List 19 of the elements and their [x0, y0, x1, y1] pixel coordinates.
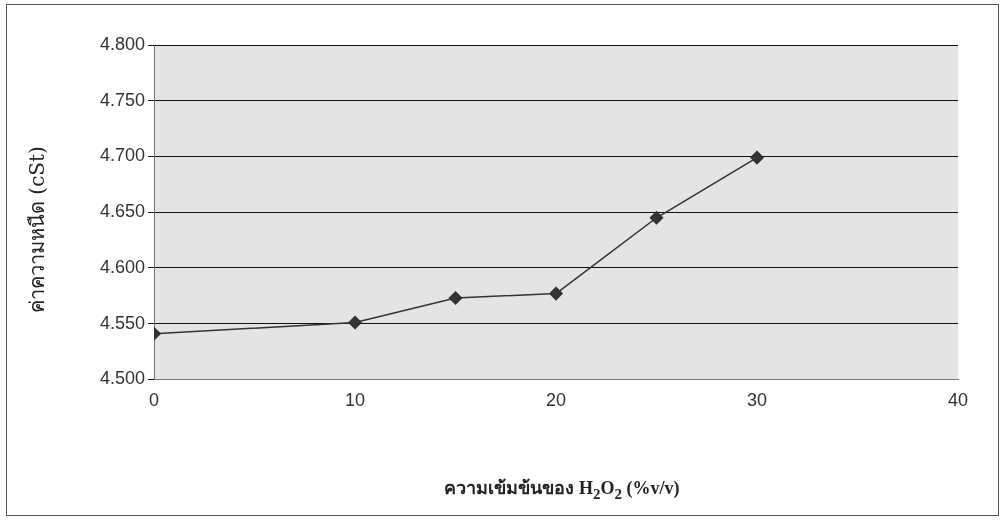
point: [549, 286, 563, 301]
y-tick-label: 4.750: [100, 89, 146, 110]
y-tick-label: 4.600: [100, 256, 146, 277]
x-tick-label: 40: [947, 390, 969, 411]
point: [750, 150, 764, 165]
point: [348, 315, 362, 330]
x-tick-label: 0: [149, 390, 160, 411]
y-tick-label: 4.800: [100, 33, 146, 54]
y-axis-title: ค่าความหนืด (cSt): [24, 145, 50, 316]
y-tick-label: 4.650: [100, 201, 146, 222]
x-tick-label: 10: [345, 390, 366, 411]
x-tick-label: 30: [747, 390, 768, 411]
y-tick-label: 4.550: [100, 312, 146, 333]
y-tick-label: 4.500: [100, 368, 146, 389]
x-tick-label: 20: [546, 390, 567, 411]
point: [448, 291, 463, 305]
point: [649, 211, 664, 225]
y-tick-label: 4.700: [100, 145, 146, 166]
x-axis-title: ความเข้มข้นของ H$_{2}$O$_{2}$ (%v/v): [443, 477, 681, 503]
